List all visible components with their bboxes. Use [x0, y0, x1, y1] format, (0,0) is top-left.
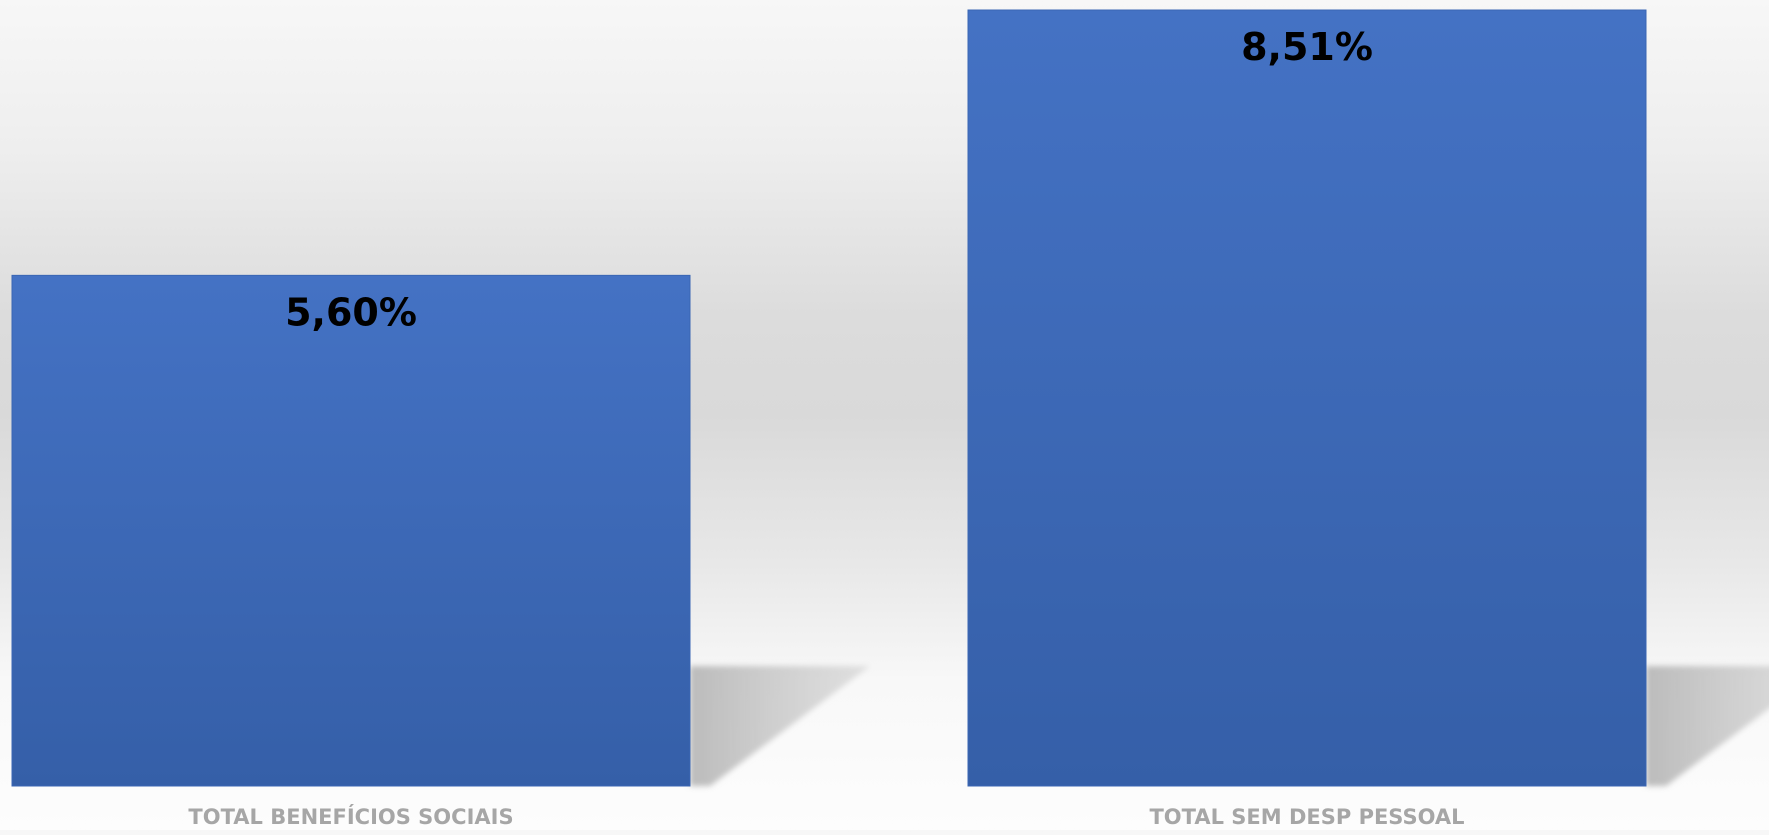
bar-1-shadow — [690, 666, 870, 786]
data-labels: 5,60% 8,51% — [285, 25, 1373, 334]
bar-1-category-label: TOTAL BENEFÍCIOS SOCIAIS — [188, 804, 513, 829]
bars — [11, 9, 1647, 787]
bar-2-category-label: TOTAL SEM DESP PESSOAL — [1149, 805, 1464, 829]
category-labels: TOTAL BENEFÍCIOS SOCIAIS TOTAL SEM DESP P… — [188, 804, 1464, 829]
bar-2-shadow — [1646, 666, 1769, 786]
bar-1 — [11, 274, 691, 787]
bar-1-value-label: 5,60% — [285, 290, 417, 334]
bar-shadows — [690, 666, 1769, 786]
bar-2 — [967, 9, 1647, 787]
bar-2-value-label: 8,51% — [1241, 25, 1373, 69]
